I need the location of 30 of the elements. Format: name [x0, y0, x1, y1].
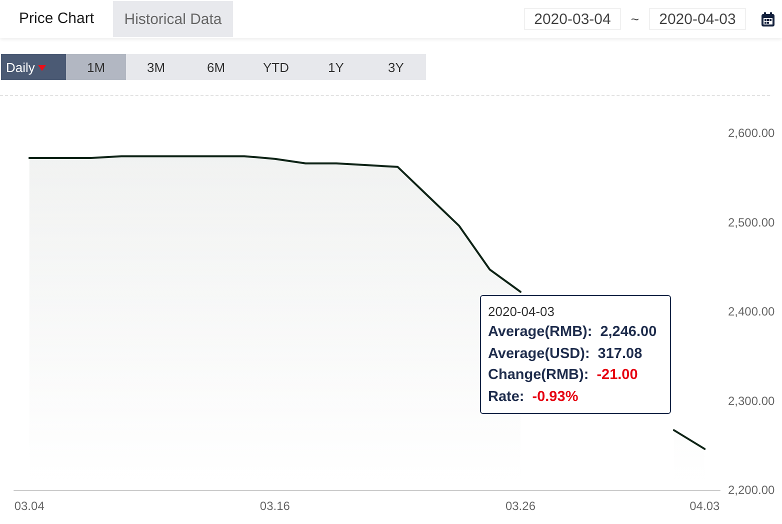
button: 1M: [66, 54, 126, 80]
annotation: 2,246.00: [600, 324, 657, 340]
button: 3Y: [366, 54, 426, 80]
dropdown: Daily: [1, 54, 66, 80]
annotation: Rate:: [488, 388, 524, 404]
annotation: 317.08: [598, 346, 642, 362]
tab: Historical Data: [113, 1, 233, 37]
tab: Price Chart: [0, 0, 113, 37]
y-tick-label: 2,300.00: [728, 394, 776, 408]
x-tick-label: 03.04: [14, 499, 45, 513]
button: 1Y: [306, 54, 366, 80]
y-tick-label: 2,200.00: [728, 483, 776, 497]
x-tick-label: 03.26: [505, 499, 536, 513]
annotation: -0.93%: [532, 388, 578, 404]
button: 6M: [186, 54, 246, 80]
annotation: Change(RMB):: [488, 367, 589, 383]
y-tick-label: 2,400.00: [728, 304, 776, 318]
date-field: 2020-04-03: [649, 8, 746, 30]
annotation: 2020-04-03: [488, 303, 556, 321]
x-tick-label: 04.03: [690, 499, 720, 513]
y-tick-label: 2,500.00: [728, 215, 776, 230]
button: YTD: [246, 54, 306, 80]
y-tick-label: 2,600.00: [728, 126, 776, 140]
annotation: Average(USD):: [488, 346, 590, 362]
x-tick-label: 03.16: [260, 499, 290, 513]
annotation: Average(RMB):: [488, 324, 592, 340]
date-field: 2020-03-04: [524, 8, 621, 30]
button: 3M: [126, 54, 186, 80]
annotation: -21.00: [596, 367, 638, 383]
text: ~: [630, 10, 640, 29]
